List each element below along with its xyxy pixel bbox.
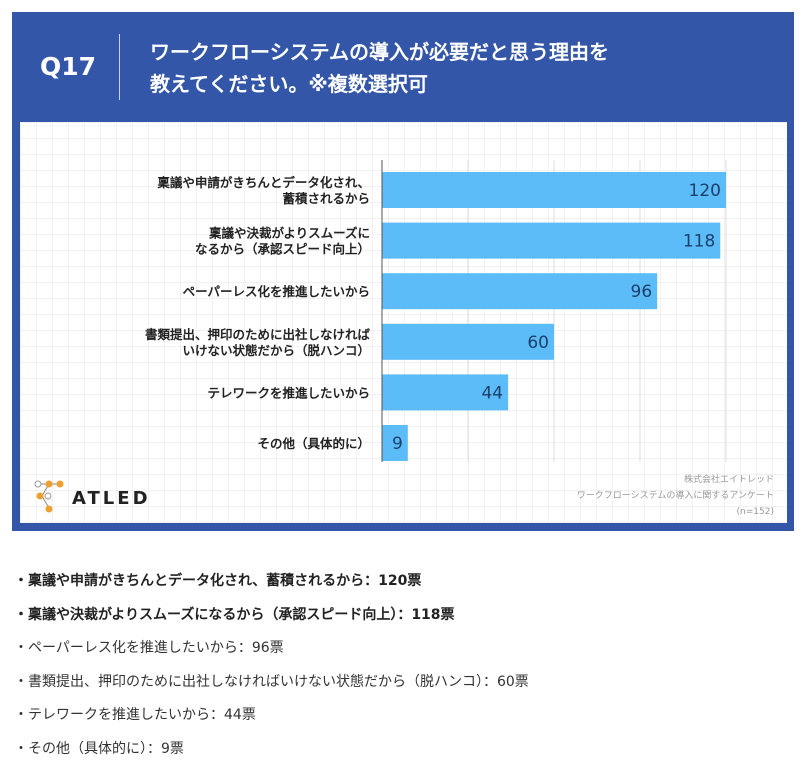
sample-size: (n=152): [736, 507, 774, 517]
bar: [382, 323, 554, 360]
category-label: 稟議や決裁がよりスムーズに: [209, 226, 370, 241]
result-list-item: ・稟議や申請がきちんとデータ化され、蓄積されるから：120票: [14, 573, 422, 589]
category-label: いけない状態だから（脱ハンコ）: [182, 343, 370, 358]
bar: [382, 172, 726, 208]
result-list-item: ・稟議や決裁がよりスムーズになるから（承認スピード向上）：118票: [14, 606, 455, 623]
data-label: 9: [392, 434, 403, 454]
bar: [382, 425, 408, 461]
category-label: 稟議や申請がきちんとデータ化され、: [157, 175, 370, 190]
category-label: 書類提出、押印のために出社しなければ: [145, 327, 371, 342]
bar-chart: 120 稟議や申請がきちんとデータ化され、蓄積されるから 118 稟議や決裁がよりスム…: [145, 160, 727, 462]
result-list-item: ・ペーパーレス化を推進したいから：96票: [14, 640, 284, 657]
question-number: Q17: [40, 52, 97, 81]
result-list-item: ・その他（具体的に）：9票: [14, 741, 184, 757]
bar: [382, 273, 658, 310]
bar: [382, 222, 721, 259]
category-label: テレワークを推進したいから: [207, 385, 370, 400]
category-label: その他（具体的に）: [257, 436, 370, 451]
data-label: 44: [481, 383, 503, 403]
atled-logo-icon: [34, 480, 64, 513]
logo-text: ATLED: [72, 488, 151, 509]
divider: [119, 34, 120, 100]
source-company: 株式会社エイトレッド: [683, 475, 774, 485]
category-label: なるから（承認スピード向上）: [195, 242, 370, 257]
source-note: 株式会社エイトレッド ワークフローシステムの導入に関するアンケート (n=152…: [577, 472, 774, 520]
bar: [382, 374, 509, 411]
result-list-item: ・書類提出、押印のために出社しなければいけない状態だから（脱ハンコ）：60票: [14, 673, 529, 690]
category-label: 蓄積されるから: [282, 191, 370, 206]
data-label: 96: [631, 282, 653, 302]
title-line-1: ワークフローシステムの導入が必要だと思う理由を: [150, 40, 609, 64]
result-list-item: ・テレワークを推進したいから：44票: [14, 707, 256, 724]
source-survey: ワークフローシステムの導入に関するアンケート: [576, 491, 774, 501]
data-label: 118: [683, 232, 715, 252]
data-label: 60: [527, 333, 549, 353]
category-label: ペーパーレス化を推進したいから: [183, 284, 370, 299]
question-title: ワークフローシステムの導入が必要だと思う理由を 教えてください。※複数選択可: [150, 36, 609, 100]
title-line-2: 教えてください。※複数選択可: [150, 72, 428, 96]
data-label: 120: [689, 181, 721, 201]
